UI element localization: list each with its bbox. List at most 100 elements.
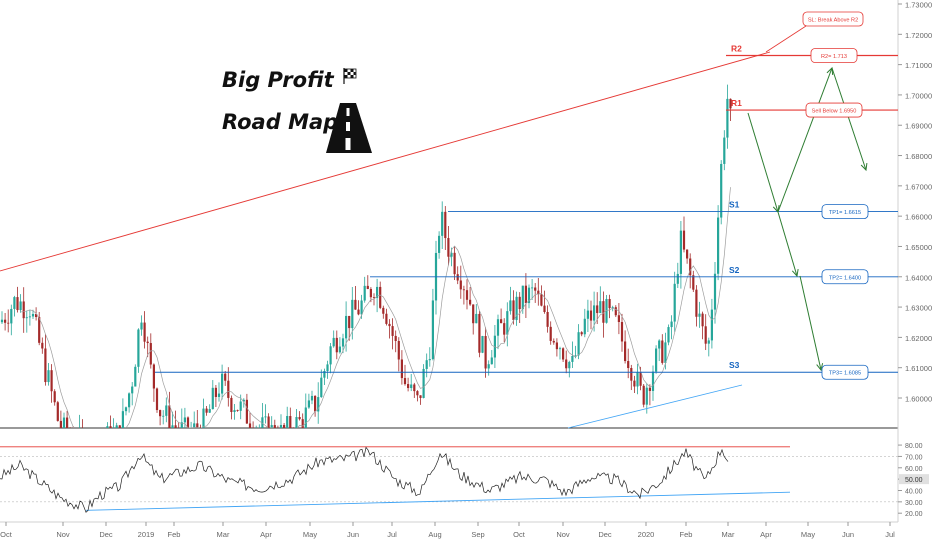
candle-body bbox=[478, 314, 480, 353]
candle-body bbox=[472, 304, 474, 323]
candle-body bbox=[636, 372, 638, 386]
note-r1-text: Sell Below 1.6950 bbox=[812, 109, 857, 115]
candle-body bbox=[475, 314, 477, 323]
note-s2-text: TP2= 1.6400 bbox=[829, 275, 861, 281]
candle-body bbox=[671, 322, 673, 327]
candle-body bbox=[553, 341, 555, 343]
chart-title-line2: Road Map bbox=[222, 110, 338, 134]
candle-body bbox=[506, 311, 508, 335]
time-tick-label: Nov bbox=[556, 530, 570, 539]
candle-body bbox=[218, 394, 220, 397]
candle-body bbox=[404, 378, 406, 384]
candle-body bbox=[457, 274, 459, 280]
osc-current-value: 50.00 bbox=[905, 477, 923, 484]
candle-body bbox=[41, 343, 43, 349]
candle-body bbox=[311, 396, 313, 400]
candle-body bbox=[426, 360, 428, 369]
time-tick-label: Feb bbox=[168, 530, 181, 539]
note-s1-text: TP1= 1.6615 bbox=[829, 210, 861, 216]
candle-body bbox=[581, 332, 583, 334]
price-tick-label: 1.64000 bbox=[905, 273, 932, 282]
candle-body bbox=[26, 317, 28, 318]
price-tick-label: 1.61000 bbox=[905, 364, 932, 373]
level-label-s3: S3 bbox=[729, 360, 740, 370]
candle-body bbox=[339, 347, 341, 353]
candle-body bbox=[326, 364, 328, 371]
candle-body bbox=[705, 326, 707, 343]
candle-body bbox=[215, 388, 217, 397]
candle-body bbox=[615, 307, 617, 315]
candle-body bbox=[209, 409, 211, 413]
candle-body bbox=[667, 327, 669, 342]
candle-body bbox=[550, 327, 552, 341]
candle-body bbox=[488, 364, 490, 368]
candle-body bbox=[587, 311, 589, 319]
osc-tick-label: 60.00 bbox=[905, 466, 923, 473]
candle-body bbox=[655, 349, 657, 372]
candle-body bbox=[590, 311, 592, 321]
candle-body bbox=[308, 400, 310, 407]
candle-body bbox=[444, 212, 446, 238]
time-tick-label: Feb bbox=[680, 530, 693, 539]
time-tick-label: Apr bbox=[760, 530, 772, 539]
candle-body bbox=[230, 398, 232, 412]
candle-body bbox=[330, 346, 332, 364]
candle-body bbox=[429, 359, 431, 360]
candle-body bbox=[13, 297, 15, 309]
candle-body bbox=[221, 374, 223, 394]
candle-body bbox=[423, 369, 425, 398]
price-tick-label: 1.71000 bbox=[905, 61, 932, 70]
candle-body bbox=[500, 319, 502, 323]
level-label-r2: R2 bbox=[731, 44, 742, 54]
time-tick-label: Jul bbox=[387, 530, 397, 539]
time-tick-label: Jun bbox=[347, 530, 359, 539]
candle-body bbox=[695, 290, 697, 317]
candle-body bbox=[562, 348, 564, 359]
time-tick-label: May bbox=[801, 530, 815, 539]
candle-body bbox=[367, 286, 369, 289]
candle-body bbox=[441, 212, 443, 236]
price-tick-label: 1.69000 bbox=[905, 122, 932, 131]
candle-body bbox=[29, 316, 31, 317]
candle-body bbox=[661, 341, 663, 363]
candle-body bbox=[556, 342, 558, 349]
candle-body bbox=[469, 300, 471, 305]
price-tick-label: 1.60000 bbox=[905, 395, 932, 404]
candle-body bbox=[664, 342, 666, 362]
candle-body bbox=[128, 393, 130, 407]
candle-body bbox=[646, 388, 648, 405]
candle-body bbox=[7, 323, 9, 324]
time-tick-label: May bbox=[303, 530, 317, 539]
candle-body bbox=[584, 319, 586, 335]
time-tick-label: Mar bbox=[217, 530, 230, 539]
candle-body bbox=[38, 317, 40, 343]
candle-body bbox=[413, 384, 415, 391]
price-tick-label: 1.62000 bbox=[905, 334, 932, 343]
price-tick-label: 1.72000 bbox=[905, 31, 932, 40]
chart-title-line1: Big Profit bbox=[222, 68, 335, 92]
osc-tick-label: 20.00 bbox=[905, 511, 923, 518]
candle-body bbox=[447, 238, 449, 257]
candle-body bbox=[147, 342, 149, 343]
candle-body bbox=[237, 410, 239, 411]
candle-body bbox=[708, 340, 710, 343]
candle-body bbox=[593, 305, 595, 320]
candle-body bbox=[398, 341, 400, 359]
candle-body bbox=[364, 286, 366, 301]
candle-body bbox=[497, 319, 499, 335]
candle-body bbox=[698, 314, 700, 317]
time-tick-label: Dec bbox=[598, 530, 612, 539]
candle-body bbox=[454, 253, 456, 274]
candle-body bbox=[4, 320, 6, 323]
time-tick-label: 2019 bbox=[138, 530, 155, 539]
candle-body bbox=[643, 386, 645, 405]
candle-body bbox=[463, 289, 465, 290]
candle-body bbox=[159, 410, 161, 416]
candle-body bbox=[559, 348, 561, 349]
level-label-s2: S2 bbox=[729, 265, 740, 275]
candle-body bbox=[336, 338, 338, 352]
candle-body bbox=[723, 138, 725, 164]
note-s3-text: TP3= 1.6085 bbox=[829, 371, 861, 377]
candle-body bbox=[534, 288, 536, 291]
